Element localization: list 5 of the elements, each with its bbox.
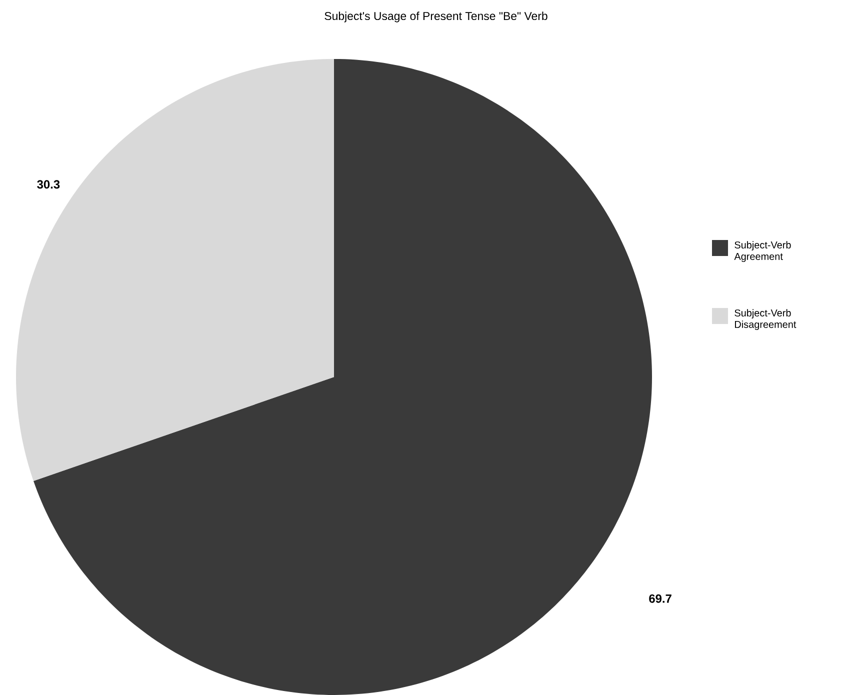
data-label: 30.3 (37, 180, 60, 189)
data-label: 69.7 (649, 594, 672, 603)
legend-label: Subject-Verb Disagreement (734, 309, 796, 330)
chart-title: Subject's Usage of Present Tense "Be" Verb (324, 12, 548, 22)
legend-label: Subject-Verb Agreement (734, 241, 791, 262)
